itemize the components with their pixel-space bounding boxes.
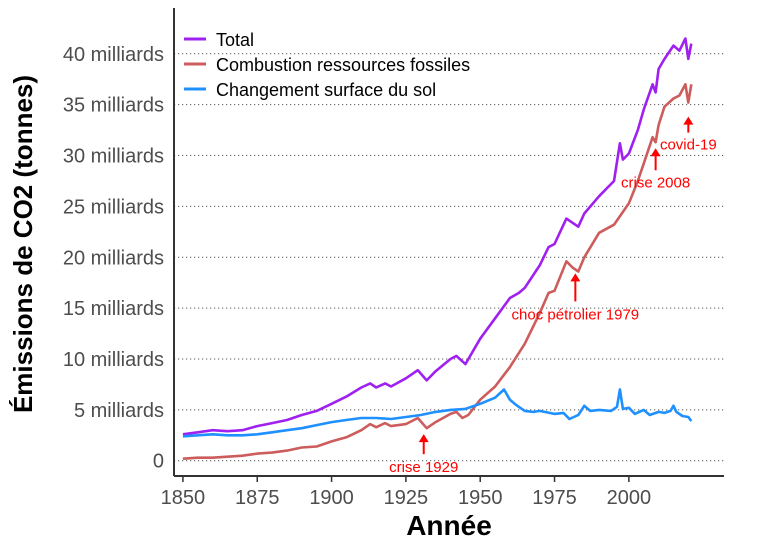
y-tick-label: 15 milliards — [63, 298, 164, 320]
series-lines — [182, 37, 693, 460]
annotation-label: crise 2008 — [621, 174, 690, 191]
y-tick-label: 30 milliards — [63, 146, 164, 168]
y-tick-label: 10 milliards — [63, 349, 164, 371]
series-line-1 — [182, 83, 693, 460]
annotations: crise 1929 choc pétrolier 1979 crise 2008 c… — [389, 116, 717, 476]
legend-label: Changement surface du sol — [216, 80, 436, 100]
annotation-arrow-head — [683, 116, 694, 125]
annotation-arrow-head — [418, 434, 429, 443]
x-tick-label: 1850 — [161, 487, 206, 509]
y-tick-label: 20 milliards — [63, 247, 164, 269]
annotation-arrow-head — [650, 148, 661, 157]
y-tick-label: 25 milliards — [63, 196, 164, 218]
x-axis-title: Année — [406, 510, 492, 541]
series-line-0 — [182, 37, 693, 436]
x-tick-label: 1950 — [458, 487, 503, 509]
y-tick-label: 35 milliards — [63, 95, 164, 117]
legend: Total Combustion ressources fossiles Chang… — [184, 30, 470, 100]
annotation-arrow-head — [570, 273, 581, 282]
y-tick-label: 40 milliards — [63, 44, 164, 66]
legend-label: Total — [216, 30, 254, 50]
y-tick-label: 0 — [153, 451, 164, 473]
y-axis-title: Émissions de CO2 (tonnes) — [8, 75, 38, 413]
annotation-label: choc pétrolier 1979 — [512, 306, 640, 323]
x-tick-label: 2000 — [607, 487, 652, 509]
annotation-label: covid-19 — [660, 137, 717, 154]
x-tick-label: 1875 — [235, 487, 280, 509]
y-tick-label: 5 milliards — [74, 400, 164, 422]
legend-label: Combustion ressources fossiles — [216, 55, 470, 75]
x-tick-label: 1900 — [309, 487, 354, 509]
series-line-2 — [182, 388, 693, 438]
annotation-label: crise 1929 — [389, 459, 458, 476]
x-tick-label: 1975 — [532, 487, 577, 509]
axes: 0 5 milliards 10 milliards 15 milliards 20 m… — [63, 8, 724, 509]
x-tick-label: 1925 — [384, 487, 429, 509]
